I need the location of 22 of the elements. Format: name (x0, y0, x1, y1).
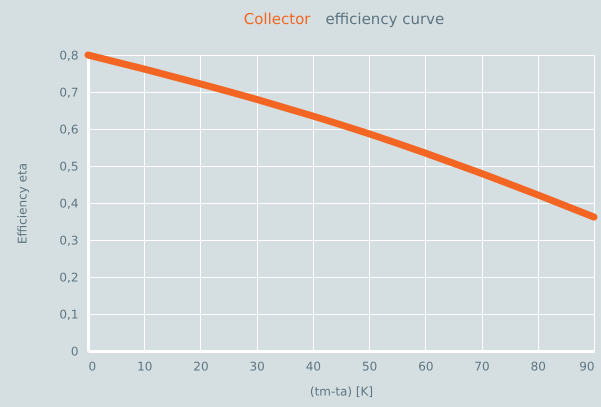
x-tick-label: 60 (418, 360, 434, 374)
y-tick-label: 0,2 (59, 270, 78, 284)
x-tick-label: 70 (474, 360, 490, 374)
x-tick-label: 0 (88, 360, 96, 374)
y-tick-label: 0,3 (59, 234, 78, 248)
chart-title: Collector efficiency curve (242, 10, 446, 28)
y-tick-label: 0 (70, 344, 78, 358)
y-tick-label: 0,6 (59, 122, 78, 136)
y-tick-label: 0,4 (59, 196, 78, 210)
x-axis-title: (tm-ta) [K] (310, 384, 374, 398)
y-tick-label: 0,7 (59, 86, 78, 100)
y-tick-label: 0,1 (59, 308, 78, 322)
y-tick-label: 0,5 (59, 160, 78, 174)
x-tick-label: 80 (530, 360, 546, 374)
y-axis-title: Efficiency eta (15, 162, 30, 244)
x-tick-label: 50 (362, 360, 378, 374)
x-tick-label: 40 (306, 360, 322, 374)
x-tick-label: 10 (137, 360, 152, 374)
x-tick-label: 30 (250, 360, 265, 374)
x-tick-label: 90 (579, 360, 594, 374)
x-tick-label: 20 (193, 360, 209, 374)
y-tick-label: 0,8 (59, 48, 78, 62)
